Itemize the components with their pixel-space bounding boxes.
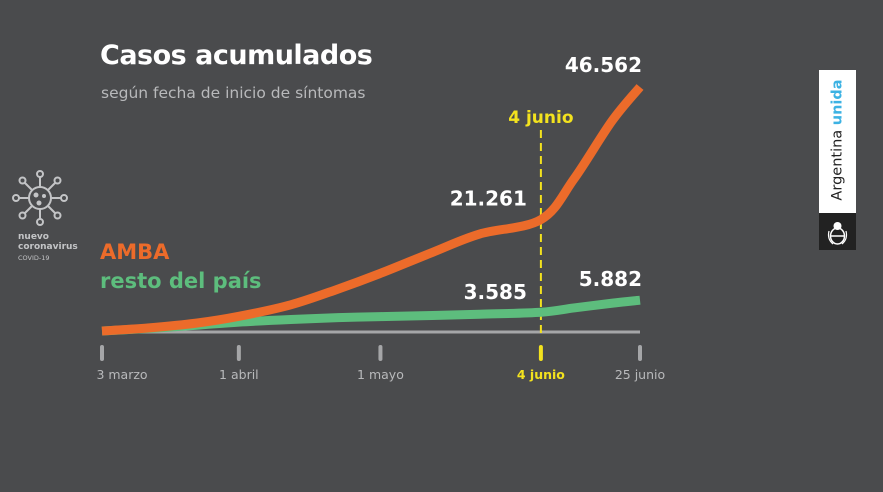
brand-text-main: Argentina — [829, 129, 846, 201]
data-label: 3.585 — [464, 280, 527, 304]
marker-label: 4 junio — [508, 108, 573, 128]
data-label: 21.261 — [450, 187, 527, 211]
virus-label-line2: coronavirus — [18, 242, 78, 252]
series-line-amba — [101, 84, 644, 336]
virus-label-line3: COVID-19 — [18, 254, 50, 262]
data-label: 5.882 — [579, 267, 642, 291]
virus-label: nuevo coronavirus COVID-19 — [18, 232, 78, 263]
x-tick-label: 3 marzo — [96, 367, 147, 382]
chart-title: Casos acumulados — [100, 40, 373, 71]
virus-label-line1: nuevo — [18, 232, 49, 242]
legend-resto: resto del país — [100, 269, 262, 293]
x-tick-label: 25 junio — [615, 367, 665, 382]
chart-subtitle: según fecha de inicio de síntomas — [101, 84, 366, 102]
virus-icon — [12, 170, 68, 226]
brand-text: Argentina unida — [830, 79, 846, 200]
x-tick-label: 1 abril — [219, 367, 259, 382]
brand-banner: Argentina unida — [819, 70, 856, 250]
x-tick-label: 1 mayo — [357, 367, 404, 382]
national-emblem-icon — [819, 213, 856, 250]
x-tick-label: 4 junio — [517, 367, 565, 382]
data-label: 46.562 — [565, 53, 642, 77]
brand-text-highlight: unida — [829, 79, 846, 126]
legend-amba: AMBA — [100, 240, 170, 264]
